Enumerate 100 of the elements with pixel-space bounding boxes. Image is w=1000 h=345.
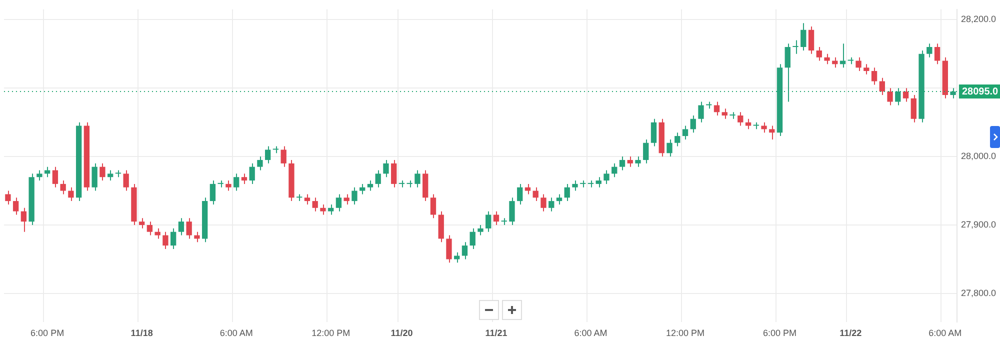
- candlestick: [68, 186, 74, 202]
- candlestick: [60, 180, 66, 195]
- candlestick: [52, 166, 58, 188]
- candlestick: [360, 183, 366, 195]
- candlestick: [926, 43, 932, 58]
- x-tick-label: 6:00 AM: [220, 328, 253, 338]
- candlestick: [612, 162, 618, 178]
- y-tick-label: 28,200.0: [960, 14, 996, 24]
- candlestick: [210, 180, 216, 205]
- candlestick: [478, 224, 484, 236]
- candlestick: [100, 162, 106, 182]
- candlestick: [722, 108, 728, 120]
- candlestick: [92, 162, 98, 192]
- candlestick: [524, 183, 531, 195]
- candlestick: [162, 231, 168, 250]
- candlestick: [107, 170, 114, 182]
- candlestick: [816, 46, 822, 62]
- candlestick: [194, 231, 200, 243]
- candlestick: [5, 190, 11, 205]
- candlestick: [375, 170, 381, 188]
- ref-line-label: 28095.0: [962, 86, 999, 98]
- candlestick: [745, 118, 752, 130]
- candlestick: [367, 180, 374, 192]
- candlestick: [635, 156, 641, 168]
- candlestick: [320, 204, 326, 216]
- candlestick: [123, 170, 129, 192]
- x-tick-label: 12:00 PM: [312, 328, 350, 338]
- candlestick: [138, 218, 145, 229]
- candlestick: [517, 183, 523, 205]
- candlestick: [422, 170, 428, 202]
- candlestick: [446, 234, 452, 264]
- candlestick: [690, 114, 696, 134]
- candlestick: [36, 170, 42, 182]
- candlestick: [627, 156, 633, 168]
- x-tick-label: 11/22: [840, 328, 862, 338]
- candlestick: [430, 194, 436, 219]
- candlestick: [391, 159, 397, 188]
- candlestick: [808, 26, 814, 54]
- x-tick-label: 11/18: [130, 328, 153, 338]
- candlestick: [486, 210, 492, 232]
- x-tick-label: 11/20: [390, 328, 413, 338]
- candlestick: [532, 186, 538, 202]
- y-tick-label: 28,000.0: [960, 151, 996, 162]
- y-tick-label: 27,900.0: [960, 219, 996, 230]
- candlestick: [840, 43, 846, 68]
- candlestick: [824, 53, 830, 65]
- x-tick-label: 12:00 PM: [666, 328, 705, 338]
- candlestick: [738, 112, 744, 126]
- candlestick: [650, 118, 657, 147]
- candlestick: [154, 228, 160, 240]
- candlestick: [226, 180, 232, 192]
- candlestick: [540, 194, 546, 212]
- candlestick: [832, 56, 838, 68]
- candlestick: [619, 156, 626, 171]
- candlestick: [328, 204, 334, 216]
- candlestick: [249, 162, 255, 184]
- candlestick: [146, 221, 153, 236]
- x-tick-label: 11/21: [485, 328, 508, 338]
- candlestick: [438, 210, 444, 243]
- candlestick: [509, 197, 515, 226]
- candlestick: [383, 159, 389, 178]
- candlestick: [666, 138, 672, 158]
- candlestick: [864, 64, 870, 75]
- candlestick: [682, 125, 688, 140]
- candlestick: [470, 228, 476, 250]
- candlestick: [462, 242, 468, 260]
- candlestick: [265, 146, 271, 164]
- candlestick: [414, 170, 420, 188]
- candlestick: [572, 180, 578, 192]
- candlestick: [800, 22, 806, 51]
- candlestick: [792, 40, 798, 54]
- candlestick: [170, 228, 176, 250]
- candlestick: [548, 197, 554, 212]
- candlestick: [761, 122, 767, 134]
- candlestick: [312, 197, 318, 212]
- candlestick: [44, 166, 50, 178]
- x-tick-label: 6:00 AM: [928, 328, 962, 338]
- candlestick: [871, 67, 878, 86]
- candlestick: [910, 94, 916, 123]
- candlestick: [556, 194, 562, 205]
- candlestick: [934, 43, 940, 65]
- y-tick-label: 27,800.0: [960, 288, 996, 298]
- candlestick: [856, 56, 862, 72]
- candlestick: [674, 132, 680, 147]
- candlestick: [257, 156, 263, 171]
- candlestick: [186, 218, 192, 240]
- candlestick: [234, 173, 240, 192]
- candlestick: [604, 170, 610, 184]
- candlestick: [280, 146, 286, 168]
- candlestick: [879, 77, 885, 96]
- x-tick-label: 6:00 PM: [30, 328, 64, 338]
- candlestick: [12, 197, 19, 216]
- candlestick: [698, 101, 704, 123]
- candlestick: [769, 125, 775, 140]
- candlestick: [493, 210, 500, 226]
- candlestick: [241, 173, 248, 184]
- candlestick: [178, 218, 184, 236]
- candlestick: [304, 194, 310, 205]
- candlestick: [887, 88, 893, 106]
- x-tick-label: 6:00 PM: [762, 328, 797, 338]
